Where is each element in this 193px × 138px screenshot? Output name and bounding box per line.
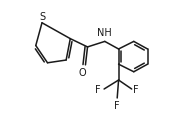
Text: F: F — [133, 85, 139, 95]
Text: O: O — [79, 68, 86, 78]
Text: F: F — [95, 85, 101, 95]
Text: S: S — [39, 12, 45, 22]
Text: NH: NH — [97, 28, 112, 38]
Text: F: F — [114, 101, 120, 111]
